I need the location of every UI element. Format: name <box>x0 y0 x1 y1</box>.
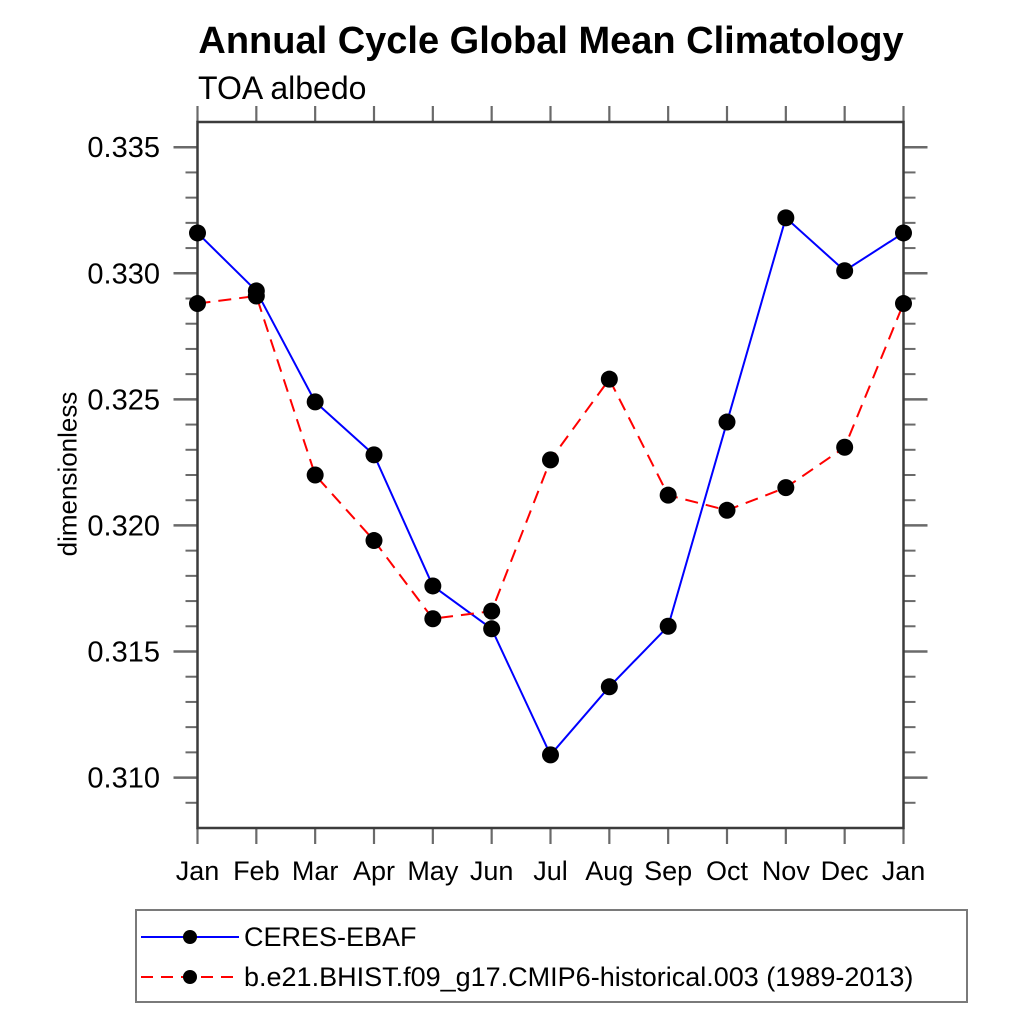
legend-entry-model: b.e21.BHIST.f09_g17.CMIP6-historical.003… <box>138 962 913 992</box>
x-axis-tick-label: Sep <box>644 856 692 886</box>
data-point-marker-0 <box>777 209 795 227</box>
legend-line-sample-dashed <box>141 970 239 984</box>
y-axis-tick-label: 0.335 <box>87 132 160 164</box>
data-point-marker-0 <box>483 620 501 638</box>
data-point-marker-1 <box>718 501 736 519</box>
y-axis-tick-label: 0.320 <box>87 510 160 542</box>
data-point-marker-0 <box>424 577 442 595</box>
data-point-marker-0 <box>189 224 206 242</box>
x-axis-tick-label: Jul <box>533 856 568 886</box>
x-axis-tick-label: Mar <box>292 856 339 886</box>
y-axis-tick-label: 0.315 <box>87 637 160 669</box>
x-axis-tick-label: Feb <box>233 856 280 886</box>
legend-marker-dot <box>183 930 197 944</box>
x-axis-tick-label: Oct <box>706 856 749 886</box>
data-point-marker-1 <box>659 486 677 504</box>
data-point-marker-1 <box>836 438 854 456</box>
data-point-marker-0 <box>542 746 559 764</box>
data-point-marker-0 <box>659 617 677 635</box>
data-point-marker-0 <box>306 393 324 411</box>
y-axis-tick-label: 0.325 <box>87 384 160 416</box>
x-axis-tick-label: Jun <box>470 856 514 886</box>
chart-title: Annual Cycle Global Mean Climatology <box>198 20 904 62</box>
x-axis-tick-label: Nov <box>762 856 811 886</box>
legend-box: CERES-EBAF b.e21.BHIST.f09_g17.CMIP6-his… <box>135 909 968 1003</box>
data-point-marker-1 <box>306 466 324 484</box>
y-axis-tick-label: 0.310 <box>87 763 160 795</box>
x-axis-tick-label: Jan <box>882 856 926 886</box>
data-point-marker-1 <box>189 295 206 313</box>
legend-label: CERES-EBAF <box>244 921 417 952</box>
legend-marker-dot <box>183 970 197 984</box>
data-point-marker-0 <box>718 413 736 431</box>
x-axis-tick-label: May <box>407 856 459 886</box>
data-point-marker-1 <box>600 370 618 388</box>
data-point-marker-1 <box>542 451 559 469</box>
legend-entry-ceres-ebaf: CERES-EBAF <box>138 922 417 952</box>
data-point-marker-1 <box>483 602 501 620</box>
data-point-marker-1 <box>424 610 442 628</box>
legend-label: b.e21.BHIST.f09_g17.CMIP6-historical.003… <box>244 961 914 992</box>
data-point-marker-1 <box>777 479 795 497</box>
chart-subtitle: TOA albedo <box>198 70 367 106</box>
x-axis-tick-label: Apr <box>353 856 395 886</box>
data-point-marker-1 <box>247 287 265 305</box>
y-axis-tick-label: 0.330 <box>87 258 160 290</box>
x-axis-tick-label: Aug <box>585 856 633 886</box>
series-line-0 <box>196 216 905 757</box>
x-axis-tick-label: Dec <box>821 856 869 886</box>
legend-line-sample-solid <box>141 930 239 944</box>
data-point-marker-0 <box>836 262 854 280</box>
axis-frame <box>196 120 905 830</box>
data-point-marker-0 <box>365 446 383 464</box>
data-point-marker-1 <box>895 295 912 313</box>
data-point-marker-0 <box>600 678 618 696</box>
data-point-marker-0 <box>895 224 912 242</box>
data-point-marker-1 <box>365 532 383 550</box>
x-axis-tick-label: Jan <box>176 856 220 886</box>
